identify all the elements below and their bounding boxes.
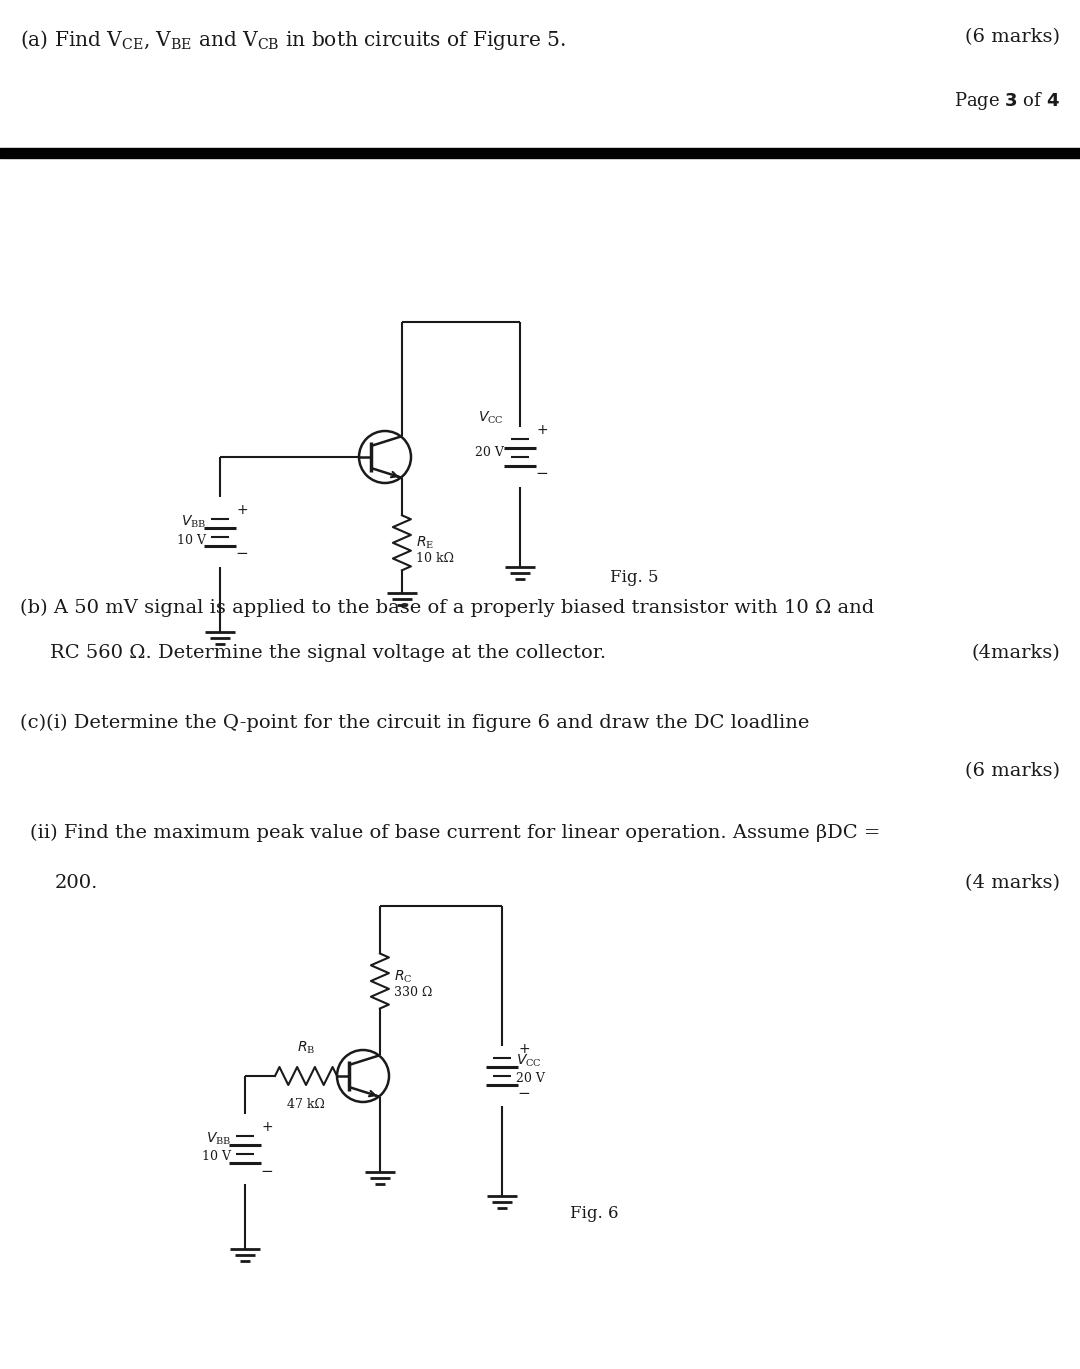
Text: (b) A 50 mV signal is applied to the base of a properly biased transistor with 1: (b) A 50 mV signal is applied to the bas… [21, 600, 874, 617]
Text: +: + [518, 1042, 530, 1055]
Text: Fig. 6: Fig. 6 [570, 1206, 619, 1223]
Text: −: − [235, 546, 248, 561]
Text: (6 marks): (6 marks) [966, 27, 1059, 47]
Text: 20 V: 20 V [475, 446, 504, 459]
Text: $V_{\mathregular{CC}}$: $V_{\mathregular{CC}}$ [516, 1053, 542, 1069]
Text: 200.: 200. [55, 873, 98, 893]
Text: 10 V: 10 V [177, 534, 206, 546]
Text: (ii) Find the maximum peak value of base current for linear operation. Assume βD: (ii) Find the maximum peak value of base… [30, 824, 880, 842]
Text: −: − [536, 467, 549, 482]
Text: (4marks): (4marks) [971, 643, 1059, 663]
Text: 10 V: 10 V [202, 1150, 231, 1164]
Text: 47 kΩ: 47 kΩ [287, 1098, 325, 1112]
Text: 10 kΩ: 10 kΩ [416, 552, 454, 565]
Text: $V_{\mathregular{CC}}$: $V_{\mathregular{CC}}$ [478, 409, 504, 426]
Text: −: − [260, 1164, 273, 1179]
Text: +: + [536, 423, 548, 437]
Text: +: + [237, 502, 247, 517]
Text: 20 V: 20 V [516, 1072, 545, 1086]
Text: RC 560 Ω. Determine the signal voltage at the collector.: RC 560 Ω. Determine the signal voltage a… [50, 643, 606, 663]
Text: (6 marks): (6 marks) [966, 763, 1059, 780]
Text: $R_{\mathregular{C}}$: $R_{\mathregular{C}}$ [394, 969, 413, 986]
Text: (4 marks): (4 marks) [966, 873, 1059, 893]
Text: $R_{\mathregular{E}}$: $R_{\mathregular{E}}$ [416, 535, 434, 550]
Text: −: − [517, 1086, 530, 1101]
Text: $V_{\mathregular{BB}}$: $V_{\mathregular{BB}}$ [180, 513, 206, 530]
Text: $V_{\mathregular{BB}}$: $V_{\mathregular{BB}}$ [206, 1131, 231, 1147]
Text: (a) Find V$_{\mathregular{CE}}$, V$_{\mathregular{BE}}$ and V$_{\mathregular{CB}: (a) Find V$_{\mathregular{CE}}$, V$_{\ma… [21, 27, 566, 52]
Text: $R_{\mathregular{B}}$: $R_{\mathregular{B}}$ [297, 1039, 315, 1055]
Text: (c)(i) Determine the Q-point for the circuit in figure 6 and draw the DC loadlin: (c)(i) Determine the Q-point for the cir… [21, 715, 809, 732]
Text: 330 Ω: 330 Ω [394, 987, 432, 999]
Text: +: + [261, 1120, 273, 1134]
Text: Page $\bf{3}$ of $\bf{4}$: Page $\bf{3}$ of $\bf{4}$ [954, 90, 1059, 112]
Text: Fig. 5: Fig. 5 [610, 568, 659, 586]
